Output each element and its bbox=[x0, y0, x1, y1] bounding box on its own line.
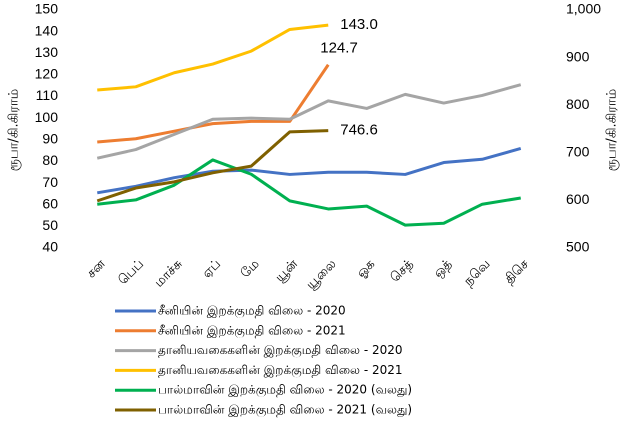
y-tick-label: 60 bbox=[42, 195, 58, 211]
y-tick-label: 140 bbox=[35, 22, 59, 38]
y-tick-label: 80 bbox=[42, 152, 58, 168]
y-tick-label: 50 bbox=[42, 217, 58, 233]
y2-tick-label: 900 bbox=[566, 48, 590, 64]
y-tick-label: 100 bbox=[35, 109, 59, 125]
y-tick-label: 90 bbox=[42, 131, 58, 147]
x-tick-label: சன bbox=[84, 256, 109, 281]
x-tick-label: செத் bbox=[388, 257, 417, 286]
legend-label: பால்மாவின் இறக்குமதி விலை - 2021 (வலது) bbox=[158, 403, 412, 418]
legend-label: தானியவகைகளின் இறக்குமதி விலை - 2021 bbox=[158, 363, 403, 378]
x-tick-label: ஓக bbox=[354, 257, 378, 281]
series-line bbox=[96, 129, 329, 203]
y-axis-title: ரூபா/கி.கிராம் bbox=[7, 89, 22, 171]
x-tick-label: யூலை bbox=[304, 257, 340, 293]
data-label: 746.6 bbox=[340, 122, 378, 139]
y-tick-label: 40 bbox=[42, 239, 58, 255]
legend-label: சீனியின் இறக்குமதி விலை - 2021 bbox=[158, 323, 346, 338]
y2-tick-label: 500 bbox=[566, 239, 590, 255]
series-line bbox=[97, 23, 329, 92]
legend-label: சீனியின் இறக்குமதி விலை - 2020 bbox=[158, 304, 346, 319]
x-tick-label: மே bbox=[238, 257, 263, 282]
y2-tick-label: 1,000 bbox=[566, 1, 601, 17]
y2-axis-title: ரூபா/கி.கிராம் bbox=[605, 89, 620, 171]
y2-tick-label: 800 bbox=[566, 96, 590, 112]
y-tick-label: 150 bbox=[35, 1, 59, 17]
x-tick-label: யூன் bbox=[272, 256, 301, 285]
series-line bbox=[96, 83, 522, 160]
legend-label: பால்மாவின் இறக்குமதி விலை - 2020 (வலது) bbox=[158, 383, 412, 398]
x-tick-label: ஏப் bbox=[199, 257, 224, 282]
series-line bbox=[97, 63, 330, 144]
y-tick-label: 70 bbox=[42, 174, 58, 190]
y2-tick-label: 700 bbox=[566, 144, 590, 160]
y-tick-label: 110 bbox=[36, 87, 59, 103]
x-tick-label: மாச்சு bbox=[152, 256, 186, 290]
series-line bbox=[97, 147, 522, 195]
x-tick-label: நவெ bbox=[461, 257, 493, 289]
y-tick-label: 130 bbox=[35, 44, 59, 60]
legend-label: தானியவகைகளின் இறக்குமதி விலை - 2020 bbox=[158, 343, 403, 358]
data-label: 143.0 bbox=[340, 16, 378, 33]
x-tick-label: ஒத் bbox=[431, 257, 455, 281]
y-tick-label: 120 bbox=[35, 66, 59, 82]
y2-tick-label: 600 bbox=[566, 191, 590, 207]
x-tick-label: பெப் bbox=[116, 257, 147, 288]
series-line bbox=[97, 158, 521, 227]
data-label: 124.7 bbox=[320, 40, 358, 57]
x-tick-label: திசெ bbox=[502, 257, 532, 287]
